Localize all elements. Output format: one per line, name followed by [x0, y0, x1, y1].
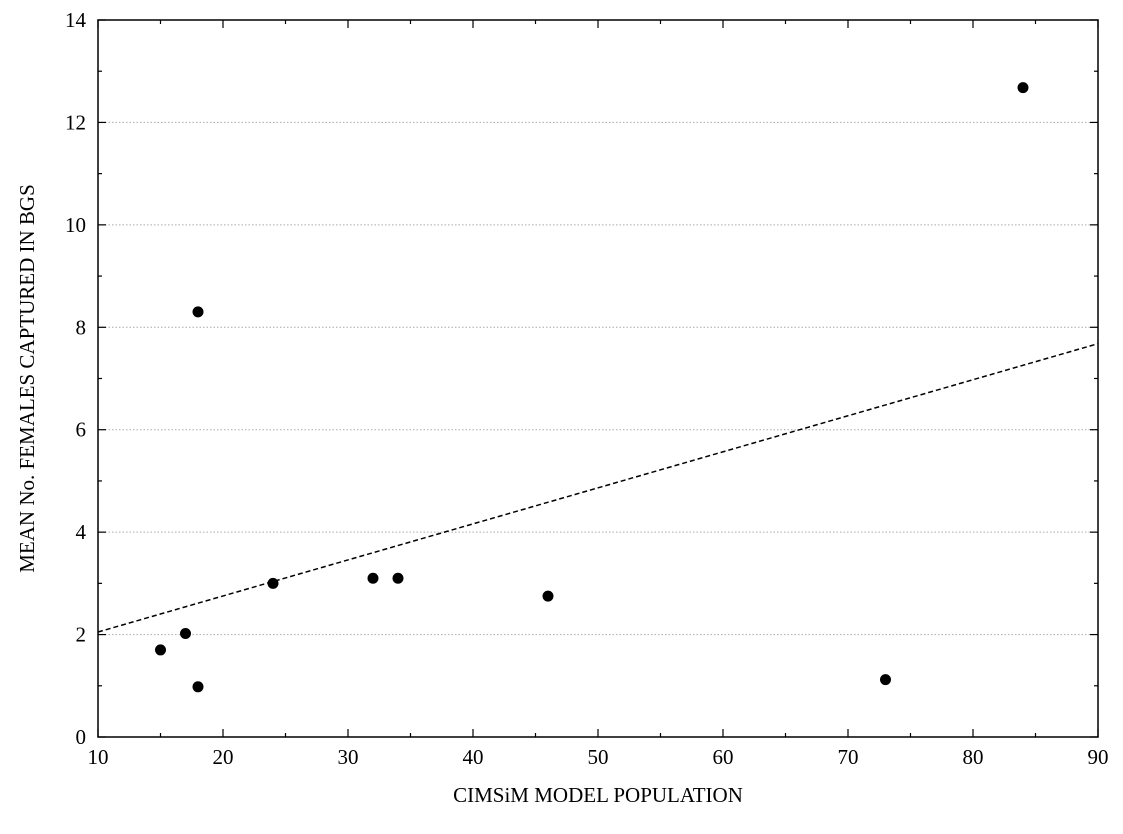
data-point	[192, 681, 204, 693]
x-axis-label: CIMSiM MODEL POPULATION	[453, 783, 743, 807]
data-points	[155, 82, 1029, 693]
data-point	[1017, 82, 1029, 94]
y-tick-label: 12	[65, 110, 86, 134]
tick-marks	[97, 19, 1099, 738]
y-tick-label: 8	[76, 315, 87, 339]
data-point	[392, 572, 404, 584]
y-tick-label: 10	[65, 213, 86, 237]
data-point	[880, 674, 891, 686]
y-tick-label: 14	[65, 8, 87, 32]
y-tick-label: 6	[76, 418, 87, 442]
data-point	[180, 628, 191, 640]
x-tick-label: 50	[588, 745, 609, 769]
data-point	[367, 572, 379, 584]
x-tick-labels: 10 20 30 40 50 60 70 80 90	[88, 745, 1109, 769]
y-tick-label: 0	[76, 725, 87, 749]
x-tick-label: 10	[88, 745, 109, 769]
data-point	[542, 590, 554, 602]
x-tick-label: 20	[213, 745, 234, 769]
x-tick-label: 30	[338, 745, 359, 769]
data-point	[155, 644, 166, 656]
x-tick-label: 90	[1088, 745, 1109, 769]
data-point	[267, 577, 279, 589]
y-axis-label: MEAN No. FEMALES CAPTURED IN BGS	[15, 184, 39, 573]
x-tick-label: 70	[838, 745, 859, 769]
x-tick-label: 40	[463, 745, 484, 769]
x-tick-label: 80	[963, 745, 984, 769]
plot-frame	[97, 19, 1099, 738]
data-point	[192, 306, 204, 318]
y-tick-label: 2	[76, 623, 87, 647]
x-tick-label: 60	[713, 745, 734, 769]
y-tick-labels: 0 2 4 6 8 10 12 14	[65, 8, 87, 749]
y-tick-label: 4	[76, 520, 87, 544]
gridlines	[98, 121, 1098, 636]
trendline-group	[97, 342, 1099, 633]
trendline	[97, 342, 1099, 633]
